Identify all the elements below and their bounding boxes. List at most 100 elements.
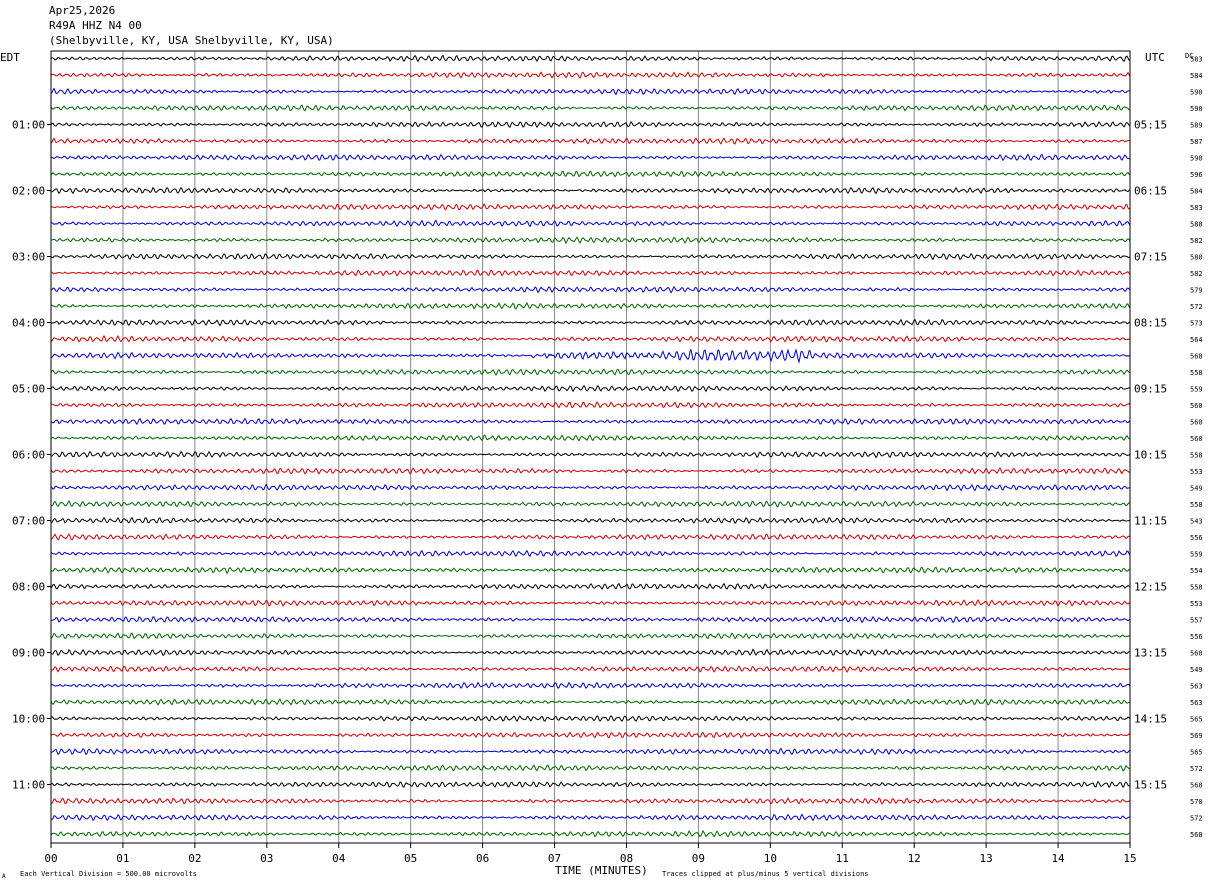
dc-value-label: 572 bbox=[1190, 303, 1203, 311]
x-tick-label: 07 bbox=[548, 852, 561, 865]
dc-value-label: 556 bbox=[1190, 534, 1203, 542]
trace-line bbox=[50, 137, 1131, 145]
trace-line bbox=[50, 566, 1131, 575]
trace-line bbox=[50, 236, 1131, 245]
dc-value-label: 572 bbox=[1190, 765, 1203, 773]
dc-value-label: 568 bbox=[1190, 353, 1203, 361]
dc-value-label: 560 bbox=[1190, 650, 1203, 658]
trace-line bbox=[50, 632, 1131, 640]
dc-value-label: 590 bbox=[1190, 89, 1203, 97]
dc-value-label: 553 bbox=[1190, 600, 1203, 608]
x-tick-label: 03 bbox=[260, 852, 273, 865]
dc-value-label: 549 bbox=[1190, 485, 1203, 493]
trace-line bbox=[50, 648, 1131, 657]
trace-line bbox=[50, 54, 1131, 63]
trace-line bbox=[50, 615, 1131, 624]
trace-line bbox=[50, 269, 1131, 277]
left-hour-label: 03:00 bbox=[12, 251, 45, 264]
trace-line bbox=[50, 499, 1131, 508]
dc-value-label: 582 bbox=[1190, 237, 1203, 245]
seismic-traces bbox=[50, 54, 1131, 838]
minute-grid bbox=[122, 51, 1059, 843]
trace-line bbox=[50, 731, 1131, 739]
right-hour-label: 12:15 bbox=[1134, 581, 1167, 594]
trace-line bbox=[50, 764, 1131, 772]
trace-line bbox=[50, 334, 1131, 343]
left-hour-label: 04:00 bbox=[12, 317, 45, 330]
dc-value-label: 565 bbox=[1190, 749, 1203, 757]
right-timezone-label: UTC bbox=[1145, 51, 1165, 64]
x-tick-label: 06 bbox=[476, 852, 489, 865]
trace-line bbox=[50, 780, 1131, 789]
right-hour-label: 07:15 bbox=[1134, 251, 1167, 264]
dc-value-label: 558 bbox=[1190, 584, 1203, 592]
left-hour-label: 01:00 bbox=[12, 119, 45, 132]
dc-value-label: 560 bbox=[1190, 402, 1203, 410]
dc-value-label: 564 bbox=[1190, 336, 1203, 344]
dc-value-label: 556 bbox=[1190, 633, 1203, 641]
dc-value-label: 543 bbox=[1190, 518, 1203, 526]
x-tick-label: 15 bbox=[1123, 852, 1136, 865]
dc-value-label: 553 bbox=[1190, 468, 1203, 476]
scale-note: Each Vertical Division = 500.00 microvol… bbox=[20, 870, 197, 878]
x-tick-label: 00 bbox=[44, 852, 57, 865]
dc-value-label: 568 bbox=[1190, 782, 1203, 790]
trace-line bbox=[50, 153, 1131, 162]
trace-line bbox=[50, 681, 1131, 689]
trace-line bbox=[50, 120, 1131, 129]
dc-value-label: 559 bbox=[1190, 386, 1203, 394]
dc-value-label: 563 bbox=[1190, 699, 1203, 707]
x-tick-label: 09 bbox=[692, 852, 705, 865]
dc-value-label: 583 bbox=[1190, 56, 1203, 64]
x-tick-label: 10 bbox=[764, 852, 777, 865]
dc-value-label: 554 bbox=[1190, 567, 1203, 575]
corner-mark: A bbox=[2, 873, 6, 880]
trace-line bbox=[50, 450, 1131, 459]
station-label: R49A HHZ N4 00 bbox=[49, 19, 142, 32]
dc-value-label: 588 bbox=[1190, 221, 1203, 229]
right-hour-label: 11:15 bbox=[1134, 515, 1167, 528]
x-tick-label: 12 bbox=[908, 852, 921, 865]
dc-value-label: 559 bbox=[1190, 551, 1203, 559]
dc-value-label: 560 bbox=[1190, 435, 1203, 443]
trace-line bbox=[50, 698, 1131, 706]
dc-value-label: 568 bbox=[1190, 831, 1203, 839]
trace-line bbox=[50, 549, 1131, 558]
x-tick-label: 08 bbox=[620, 852, 633, 865]
dc-value-label: 569 bbox=[1190, 732, 1203, 740]
dc-value-label: 590 bbox=[1190, 155, 1203, 163]
trace-line bbox=[50, 71, 1131, 79]
dc-value-label: 589 bbox=[1190, 122, 1203, 130]
x-tick-label: 11 bbox=[836, 852, 849, 865]
dc-value-label: 570 bbox=[1190, 798, 1203, 806]
date-label: Apr25,2026 bbox=[49, 4, 116, 17]
x-tick-label: 02 bbox=[188, 852, 201, 865]
right-hour-label: 15:15 bbox=[1134, 779, 1167, 792]
trace-line bbox=[50, 285, 1131, 294]
dc-value-label: 584 bbox=[1190, 72, 1203, 80]
trace-line bbox=[50, 715, 1131, 723]
dc-value-label: 549 bbox=[1190, 666, 1203, 674]
dc-value-label: 573 bbox=[1190, 320, 1203, 328]
dc-value-label: 590 bbox=[1190, 105, 1203, 113]
dc-value-label: 580 bbox=[1190, 254, 1203, 262]
left-hour-label: 06:00 bbox=[12, 449, 45, 462]
right-hour-label: 09:15 bbox=[1134, 383, 1167, 396]
dc-value-labels: 583 584 590 590 589 587 590 596 584 583 588 582 580 5… bbox=[1190, 56, 1203, 840]
dc-value-label: 557 bbox=[1190, 617, 1203, 625]
trace-line bbox=[50, 797, 1131, 805]
left-hour-label: 10:00 bbox=[12, 713, 45, 726]
dc-value-label: 583 bbox=[1190, 204, 1203, 212]
trace-line bbox=[50, 252, 1131, 261]
left-hour-label: 08:00 bbox=[12, 581, 45, 594]
dc-value-label: 563 bbox=[1190, 683, 1203, 691]
dc-value-label: 558 bbox=[1190, 369, 1203, 377]
trace-line bbox=[50, 302, 1131, 310]
x-tick-label: 05 bbox=[404, 852, 417, 865]
trace-line bbox=[50, 813, 1131, 822]
clip-note: Traces clipped at plus/minus 5 vertical … bbox=[662, 870, 869, 878]
trace-line bbox=[50, 170, 1131, 178]
trace-line bbox=[50, 434, 1131, 442]
right-hour-label: 06:15 bbox=[1134, 185, 1167, 198]
x-axis-title: TIME (MINUTES) bbox=[555, 864, 648, 877]
